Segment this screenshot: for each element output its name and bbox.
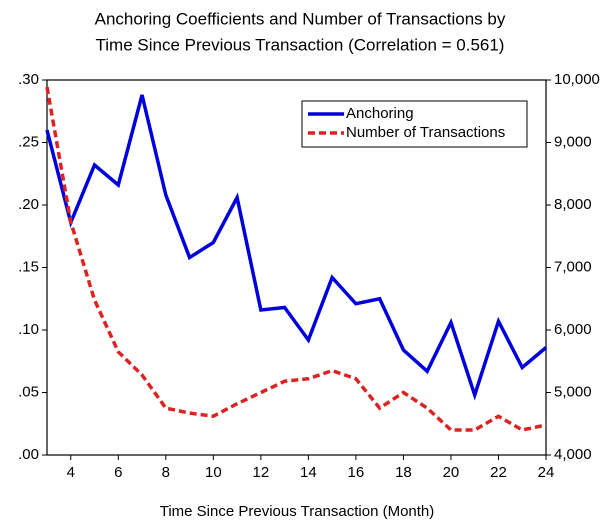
- y2-tick-label: 9,000: [554, 133, 592, 150]
- y-tick-label: .30: [18, 71, 39, 88]
- x-tick-label: 14: [300, 464, 317, 481]
- legend-label: Number of Transactions: [346, 124, 505, 141]
- chart-title: Anchoring Coefficients and Number of Tra…: [95, 9, 506, 28]
- x-tick-label: 22: [490, 464, 507, 481]
- series-line: [45, 94, 548, 401]
- y2-tick-label: 4,000: [554, 446, 592, 463]
- x-tick-label: 24: [538, 464, 555, 481]
- chart-subtitle: Time Since Previous Transaction (Correla…: [96, 35, 505, 54]
- series-line: [45, 86, 547, 432]
- y-tick-label: .15: [18, 258, 39, 275]
- y2-tick-label: 6,000: [554, 321, 592, 338]
- legend-box: [301, 100, 528, 148]
- x-tick-label: 10: [205, 464, 222, 481]
- x-tick-label: 20: [443, 464, 460, 481]
- y-tick-label: .00: [18, 446, 39, 463]
- y-tick-label: .05: [18, 383, 39, 400]
- y2-tick-label: 5,000: [554, 383, 592, 400]
- y2-tick-label: 10,000: [554, 71, 600, 88]
- y2-tick-label: 8,000: [554, 196, 592, 213]
- y-tick-label: .10: [18, 321, 39, 338]
- x-tick-label: 4: [67, 464, 75, 481]
- x-tick-label: 6: [114, 464, 122, 481]
- y2-tick-label: 7,000: [554, 258, 592, 275]
- x-axis-label: Time Since Previous Transaction (Month): [160, 503, 435, 520]
- x-tick-label: 18: [395, 464, 412, 481]
- x-tick-label: 12: [253, 464, 270, 481]
- x-tick-label: 16: [348, 464, 365, 481]
- x-tick-label: 8: [162, 464, 170, 481]
- legend-label: Anchoring: [346, 105, 414, 122]
- y-tick-label: .25: [18, 133, 39, 150]
- y-tick-label: .20: [18, 196, 39, 213]
